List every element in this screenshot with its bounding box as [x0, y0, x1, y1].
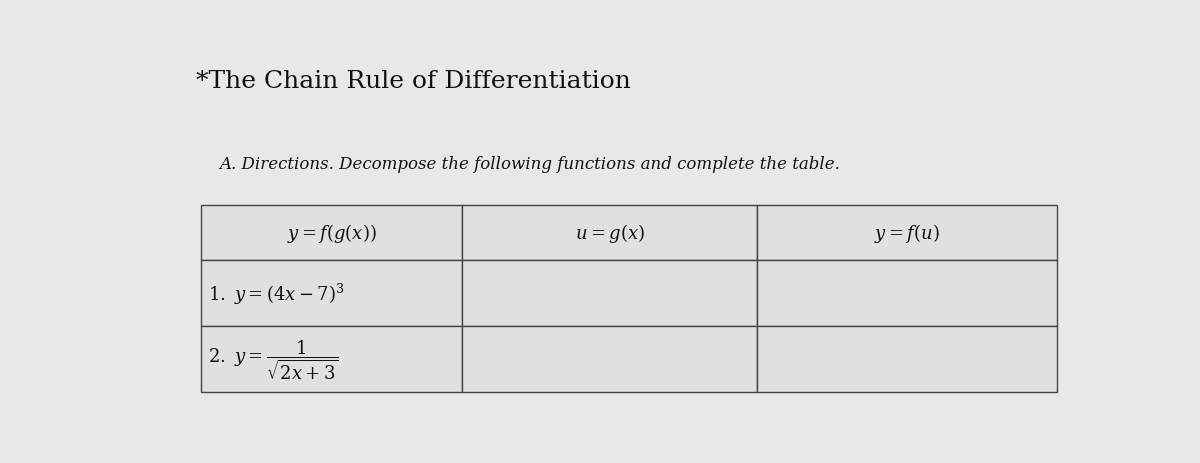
Bar	[757, 261, 1057, 326]
Bar	[462, 205, 757, 261]
Bar	[202, 205, 462, 261]
Bar	[462, 261, 757, 326]
Text: *The Chain Rule of Differentiation: *The Chain Rule of Differentiation	[197, 70, 631, 93]
Bar	[202, 326, 462, 393]
Text: A. Directions. Decompose the following functions and complete the table.: A. Directions. Decompose the following f…	[220, 156, 841, 172]
Text: $2.\ y = \dfrac{1}{\sqrt{2x+3}}$: $2.\ y = \dfrac{1}{\sqrt{2x+3}}$	[208, 338, 338, 382]
Bar	[462, 326, 757, 393]
Text: $y = f(g(x))$: $y = f(g(x))$	[287, 221, 377, 244]
Text: $1.\ y = (4x - 7)^3$: $1.\ y = (4x - 7)^3$	[208, 281, 344, 306]
Text: $y = f(u)$: $y = f(u)$	[874, 221, 940, 244]
Bar	[757, 326, 1057, 393]
Text: $u = g(x)$: $u = g(x)$	[575, 221, 644, 244]
Bar	[757, 205, 1057, 261]
Bar	[202, 261, 462, 326]
